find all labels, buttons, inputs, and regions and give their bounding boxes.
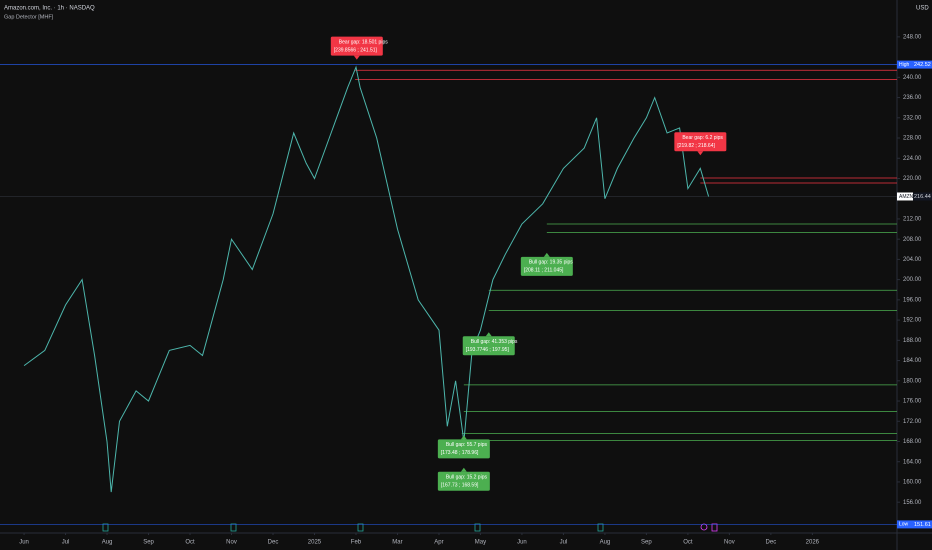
annotation-pointer (460, 467, 467, 472)
price-tag-value-box (913, 60, 932, 69)
y-tick-label: 240.00 (903, 75, 922, 81)
indicator-title: Gap Detector [MHF] (4, 14, 54, 20)
x-tick-label: Sep (143, 540, 154, 546)
annotation-range: [239.8566 ; 241.51] (334, 47, 378, 53)
event-icon (711, 523, 718, 532)
y-tick-label: 208.00 (903, 237, 922, 243)
price-tag-name: High (899, 62, 910, 68)
y-tick-label: 224.00 (903, 156, 922, 162)
price-tag-value-box (913, 192, 932, 201)
annotation-range: [167.73 ; 168.59] (441, 483, 479, 489)
y-tick-label: 248.00 (903, 34, 922, 40)
y-tick-label: 196.00 (903, 297, 922, 303)
gap-annotation: Bear gap: 6.2 pips [219.82 ; 218.64] (674, 132, 727, 156)
annotation-pointer (460, 435, 467, 440)
x-tick-label: Feb (351, 540, 362, 546)
x-tick-label: Jun (19, 540, 29, 546)
y-tick-label: 232.00 (903, 115, 922, 121)
y-tick-label: 192.00 (903, 318, 922, 324)
event-icon (700, 523, 708, 531)
annotation-pointer (697, 151, 704, 156)
x-tick-label: Nov (226, 540, 237, 546)
annotation-box (520, 256, 573, 276)
annotation-box (437, 471, 490, 491)
y-tick-label: 156.00 (903, 500, 922, 506)
earnings-icon (230, 523, 237, 532)
x-tick-label: Aug (102, 540, 113, 546)
annotation-box (674, 132, 727, 152)
event-icons (102, 523, 718, 532)
y-tick-label: 188.00 (903, 338, 922, 344)
annotation-box (437, 439, 490, 459)
annotation-box (462, 336, 515, 356)
gap-annotation: Bull gap: 41.353 pips [193.7746 ; 197.95] (462, 332, 518, 356)
x-tick-label: Apr (434, 540, 443, 546)
y-tick-label: 180.00 (903, 378, 922, 384)
x-tick-label: Oct (185, 540, 195, 546)
annotation-text: Bull gap: 15.2 pips (446, 475, 488, 481)
y-tick-label: 228.00 (903, 136, 922, 142)
price-tag-value: 242.52 (914, 62, 931, 68)
y-tick-label: 220.00 (903, 176, 922, 182)
y-tick-label: 204.00 (903, 257, 922, 263)
earnings-icon (474, 523, 481, 532)
annotation-pointer (543, 252, 550, 257)
x-tick-label: Jun (517, 540, 527, 546)
x-tick-label: Sep (641, 540, 652, 546)
x-tick-label: Aug (600, 540, 611, 546)
annotation-range: [193.7746 ; 197.95] (466, 347, 510, 353)
earnings-icon (357, 523, 364, 532)
annotation-text: Bull gap: 41.353 pips (471, 339, 518, 345)
y-tick-label: 168.00 (903, 439, 922, 445)
x-tick-label: 2025 (308, 540, 322, 546)
x-tick-label: Dec (268, 540, 279, 546)
annotation-box (330, 36, 383, 56)
y-tick-label: 164.00 (903, 459, 922, 465)
price-tag-name-box (897, 60, 913, 69)
price-tag-name: Low (899, 522, 909, 528)
annotation-pointer (485, 332, 492, 337)
y-tick-label: 236.00 (903, 95, 922, 101)
y-tick-label: 176.00 (903, 399, 922, 405)
y-tick-label: 184.00 (903, 358, 922, 364)
gap-annotation: Bull gap: 19.35 pips [208.11 ; 211.045] (520, 252, 573, 276)
annotation-text: Bear gap: 6.2 pips (682, 135, 723, 141)
price-tag-value-box (913, 520, 932, 529)
currency: USD (916, 6, 929, 12)
gap-annotation: Bull gap: 55.7 pips [173.48 ; 178.96] (437, 435, 490, 459)
earnings-icon (102, 523, 109, 532)
x-tick-label: Oct (683, 540, 693, 546)
annotation-range: [219.82 ; 218.64] (677, 143, 715, 149)
x-tick-label: 2026 (806, 540, 820, 546)
price-tag-value: 216.44 (914, 194, 931, 200)
gap-annotation: Bull gap: 15.2 pips [167.73 ; 168.59] (437, 467, 490, 491)
annotation-range: [208.11 ; 211.045] (524, 268, 564, 274)
annotation-text: Bull gap: 55.7 pips (446, 442, 488, 448)
x-tick-label: Mar (392, 540, 402, 546)
annotation-text: Bull gap: 19.35 pips (529, 260, 573, 266)
price-tag-value: 151.61 (914, 522, 931, 528)
y-tick-label: 160.00 (903, 480, 922, 486)
y-tick-label: 212.00 (903, 217, 922, 223)
y-tick-label: 172.00 (903, 419, 922, 425)
price-tag-name-box (897, 520, 913, 529)
symbol-title: Amazon.com, Inc. · 1h · NASDAQ (4, 6, 95, 12)
x-tick-label: May (475, 540, 486, 546)
x-tick-label: Jul (560, 540, 568, 546)
annotation-pointer (353, 55, 360, 60)
earnings-icon (597, 523, 604, 532)
price-tag-name-box (897, 192, 913, 201)
price-tag-name: AMZN (899, 194, 914, 200)
x-tick-label: Jul (62, 540, 70, 546)
annotation-text: Bear gap: 18.501 pips (339, 39, 388, 45)
price-line-series (23, 65, 710, 493)
annotation-range: [173.48 ; 178.96] (441, 450, 479, 456)
x-tick-label: Nov (724, 540, 735, 546)
y-tick-label: 200.00 (903, 277, 922, 283)
x-tick-label: Dec (766, 540, 777, 546)
gap-annotation: Bear gap: 18.501 pips [239.8566 ; 241.51] (330, 36, 388, 60)
